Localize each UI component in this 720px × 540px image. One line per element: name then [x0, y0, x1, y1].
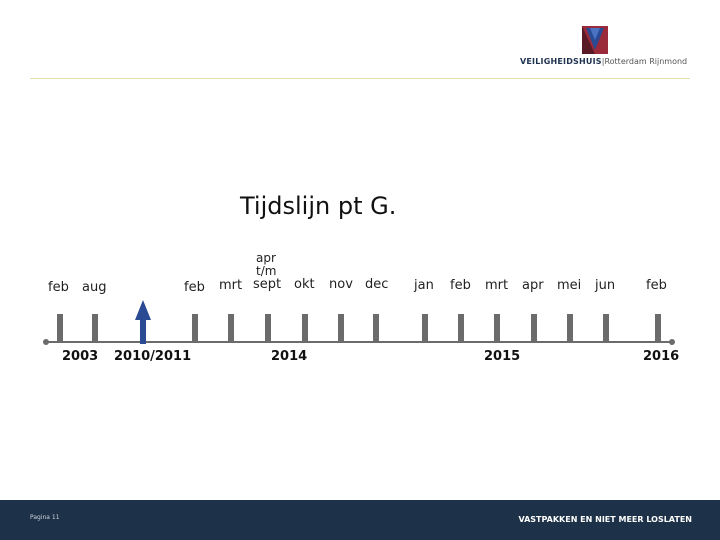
month-label: mei: [557, 278, 581, 293]
month-label: okt: [294, 277, 315, 292]
up-arrow-icon: [135, 300, 151, 344]
month-label: feb: [48, 280, 69, 295]
footer-bar: Pagina 11 VASTPAKKEN EN NIET MEER LOSLAT…: [0, 500, 720, 540]
month-label: mrt: [485, 278, 508, 293]
year-label: 2010/2011: [114, 349, 191, 364]
month-label: jan: [413, 278, 434, 293]
slide-title: Tijdslijn pt G.: [240, 192, 397, 220]
timeline-tick: [192, 314, 198, 342]
year-label: 2014: [271, 349, 307, 364]
month-label: sept: [253, 277, 281, 292]
month-label-tm-stacked: t/m: [256, 264, 276, 278]
timeline-tick: [338, 314, 344, 342]
timeline-tick: [422, 314, 428, 342]
timeline-tick: [92, 314, 98, 342]
month-label: apr: [522, 278, 544, 293]
year-label: 2016: [643, 349, 679, 364]
shield-logo-icon: [582, 26, 608, 54]
timeline-tick: [57, 314, 63, 342]
month-label: feb: [184, 280, 205, 295]
timeline-tick: [494, 314, 500, 342]
timeline-tick: [302, 314, 308, 342]
month-label: jun: [594, 278, 615, 293]
timeline-tick: [567, 314, 573, 342]
month-label: aug: [82, 280, 106, 295]
year-label: 2003: [62, 349, 98, 364]
footer-slogan: VASTPAKKEN EN NIET MEER LOSLATEN: [518, 515, 692, 524]
month-label: feb: [450, 278, 471, 293]
timeline-tick: [603, 314, 609, 342]
month-label: nov: [329, 277, 353, 292]
timeline-tick: [265, 314, 271, 342]
timeline-end-dot: [669, 339, 675, 345]
logo-region-text: |Rotterdam Rijnmond: [601, 57, 688, 66]
year-label: 2015: [484, 349, 520, 364]
month-label: feb: [646, 278, 667, 293]
timeline-start-dot: [43, 339, 49, 345]
logo: VEILIGHEIDSHUIS|Rotterdam Rijnmond: [520, 26, 692, 70]
timeline-tick: [228, 314, 234, 342]
month-label-apr-stacked: apr: [256, 251, 276, 265]
month-label: mrt: [219, 278, 242, 293]
timeline-tick: [458, 314, 464, 342]
timeline-tick: [531, 314, 537, 342]
month-label: dec: [365, 277, 388, 292]
timeline-tick: [373, 314, 379, 342]
page-number: Pagina 11: [30, 514, 60, 521]
logo-brand-text: VEILIGHEIDSHUIS: [520, 57, 602, 66]
header-divider: [30, 78, 690, 79]
timeline-tick: [655, 314, 661, 342]
